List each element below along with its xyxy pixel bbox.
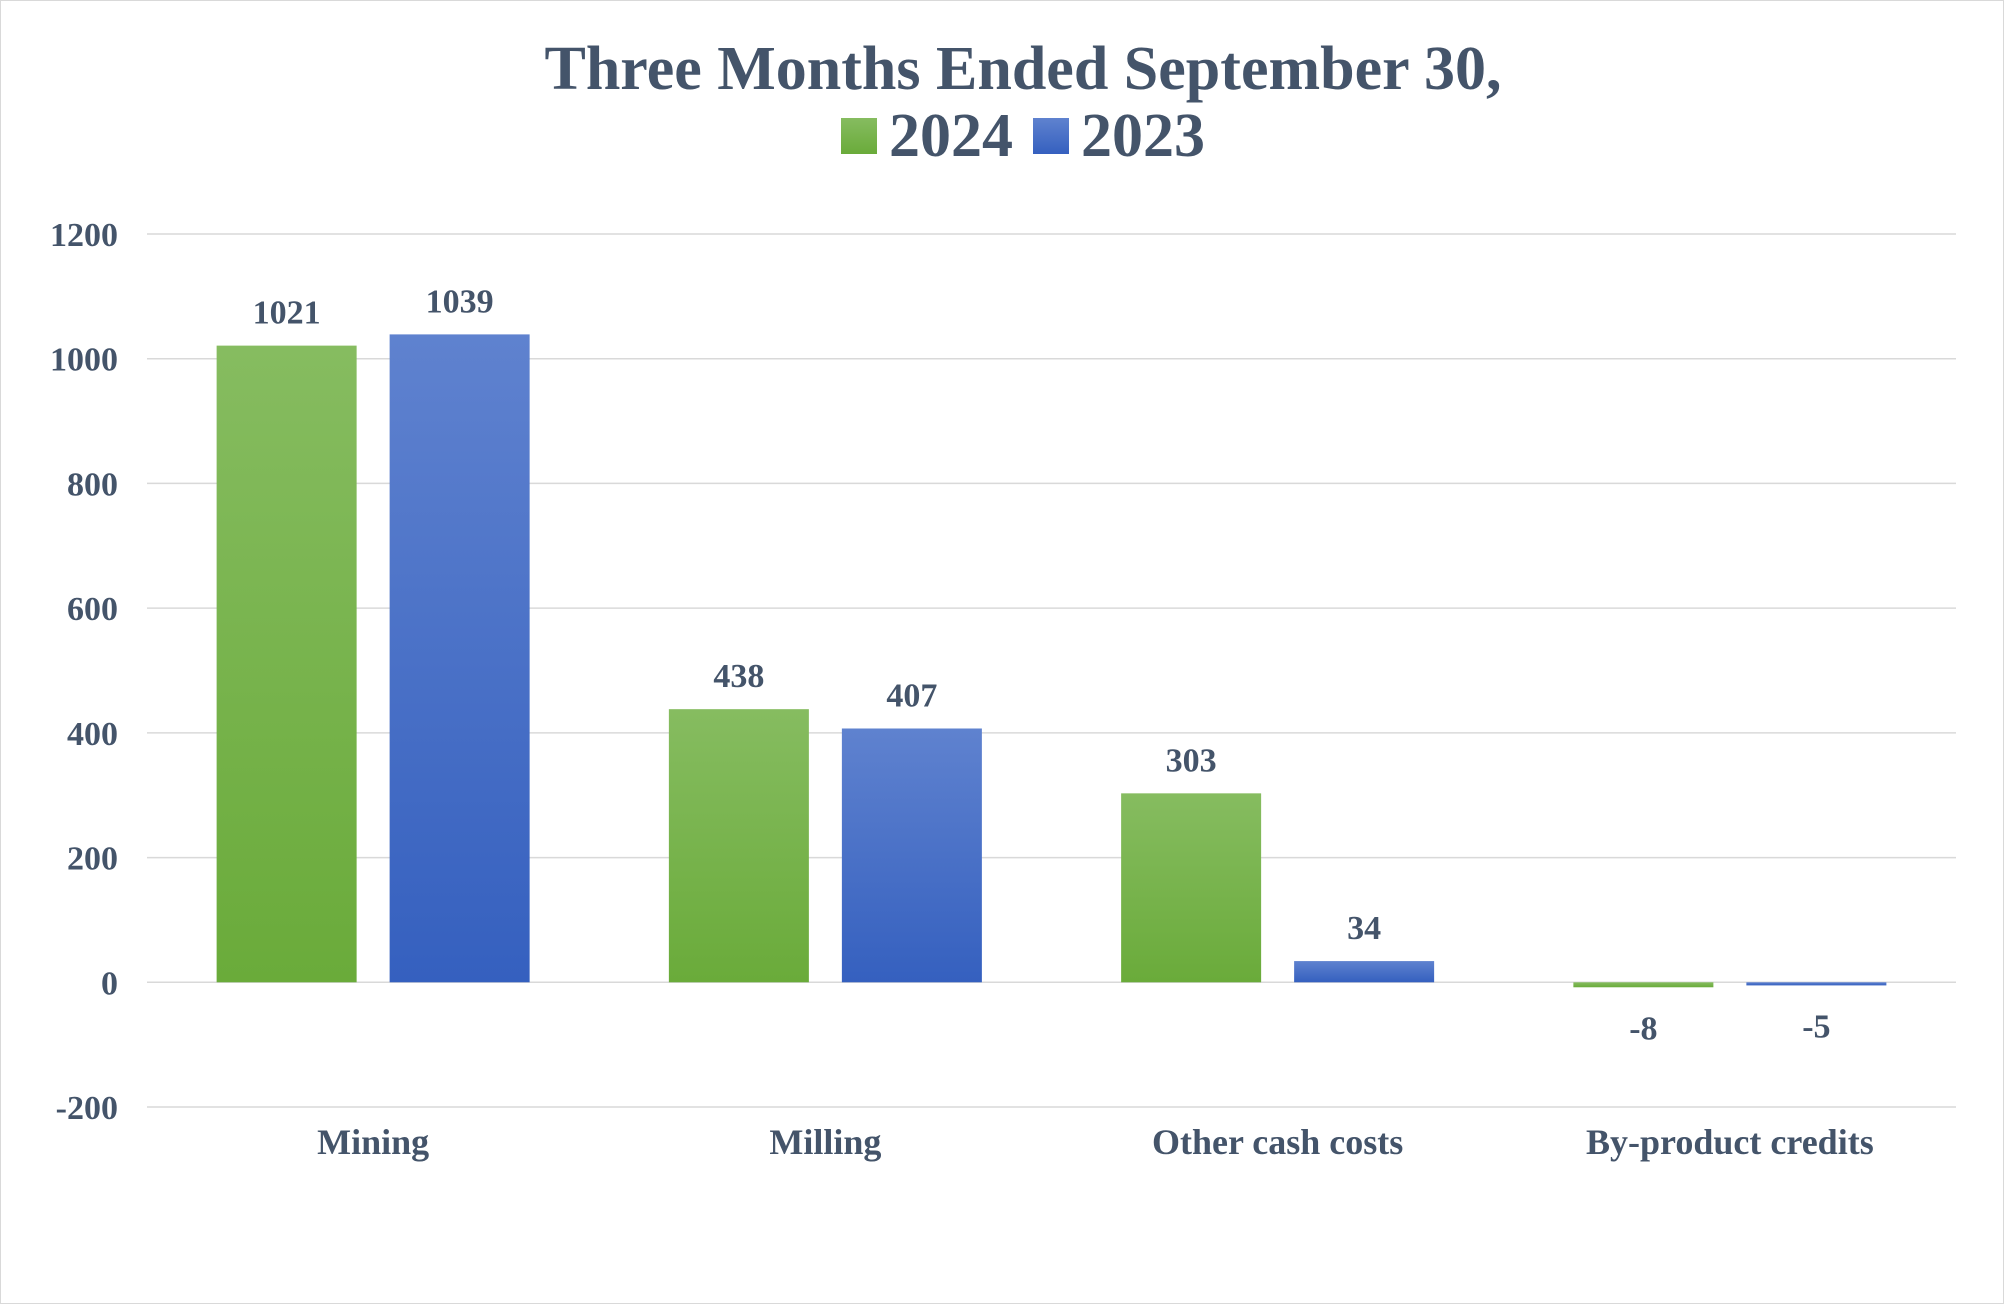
y-tick-label: 800	[67, 466, 118, 503]
y-tick-label: 0	[101, 965, 118, 1002]
data-label: 438	[713, 658, 764, 695]
bar-2024-mining	[216, 345, 357, 983]
x-category-label: Other cash costs	[1152, 1122, 1403, 1162]
legend-swatch-2023	[1033, 118, 1069, 154]
x-category-label: Mining	[317, 1122, 429, 1162]
data-label: 34	[1347, 910, 1381, 947]
bar-2023-by-product-credits	[1746, 982, 1887, 986]
data-label: 407	[886, 677, 937, 714]
chart-title: Three Months Ended September 30,	[544, 35, 1501, 103]
bar-2023-milling	[841, 728, 982, 983]
data-label: -8	[1629, 1010, 1657, 1047]
bars	[216, 334, 1887, 988]
x-category-label: Milling	[769, 1122, 881, 1162]
bar-2024-milling	[668, 709, 809, 983]
bar-2024-by-product-credits	[1573, 982, 1714, 988]
y-tick-label: 1200	[50, 217, 118, 254]
x-category-label: By-product credits	[1586, 1122, 1874, 1162]
bar-2024-other-cash-costs	[1121, 793, 1262, 983]
bar-2023-mining	[389, 334, 530, 983]
y-tick-label: 200	[67, 841, 118, 878]
bar-2023-other-cash-costs	[1294, 961, 1435, 983]
legend-label-2024: 2024	[889, 102, 1013, 170]
legend-label-2023: 2023	[1081, 102, 1205, 170]
data-label: 303	[1166, 742, 1217, 779]
data-label: 1021	[253, 295, 321, 332]
y-tick-label: 600	[67, 591, 118, 628]
data-label: 1039	[426, 283, 494, 320]
data-label: -5	[1802, 1008, 1830, 1045]
y-tick-label: 400	[67, 716, 118, 753]
y-tick-label: 1000	[50, 342, 118, 379]
y-tick-label: -200	[56, 1090, 118, 1127]
legend-swatch-2024	[841, 118, 877, 154]
labels: -200 0 200 400 600 800 1000 1200 1021 1039 Mining 4…	[50, 217, 1874, 1162]
legend: 2024 2023	[841, 102, 1205, 170]
